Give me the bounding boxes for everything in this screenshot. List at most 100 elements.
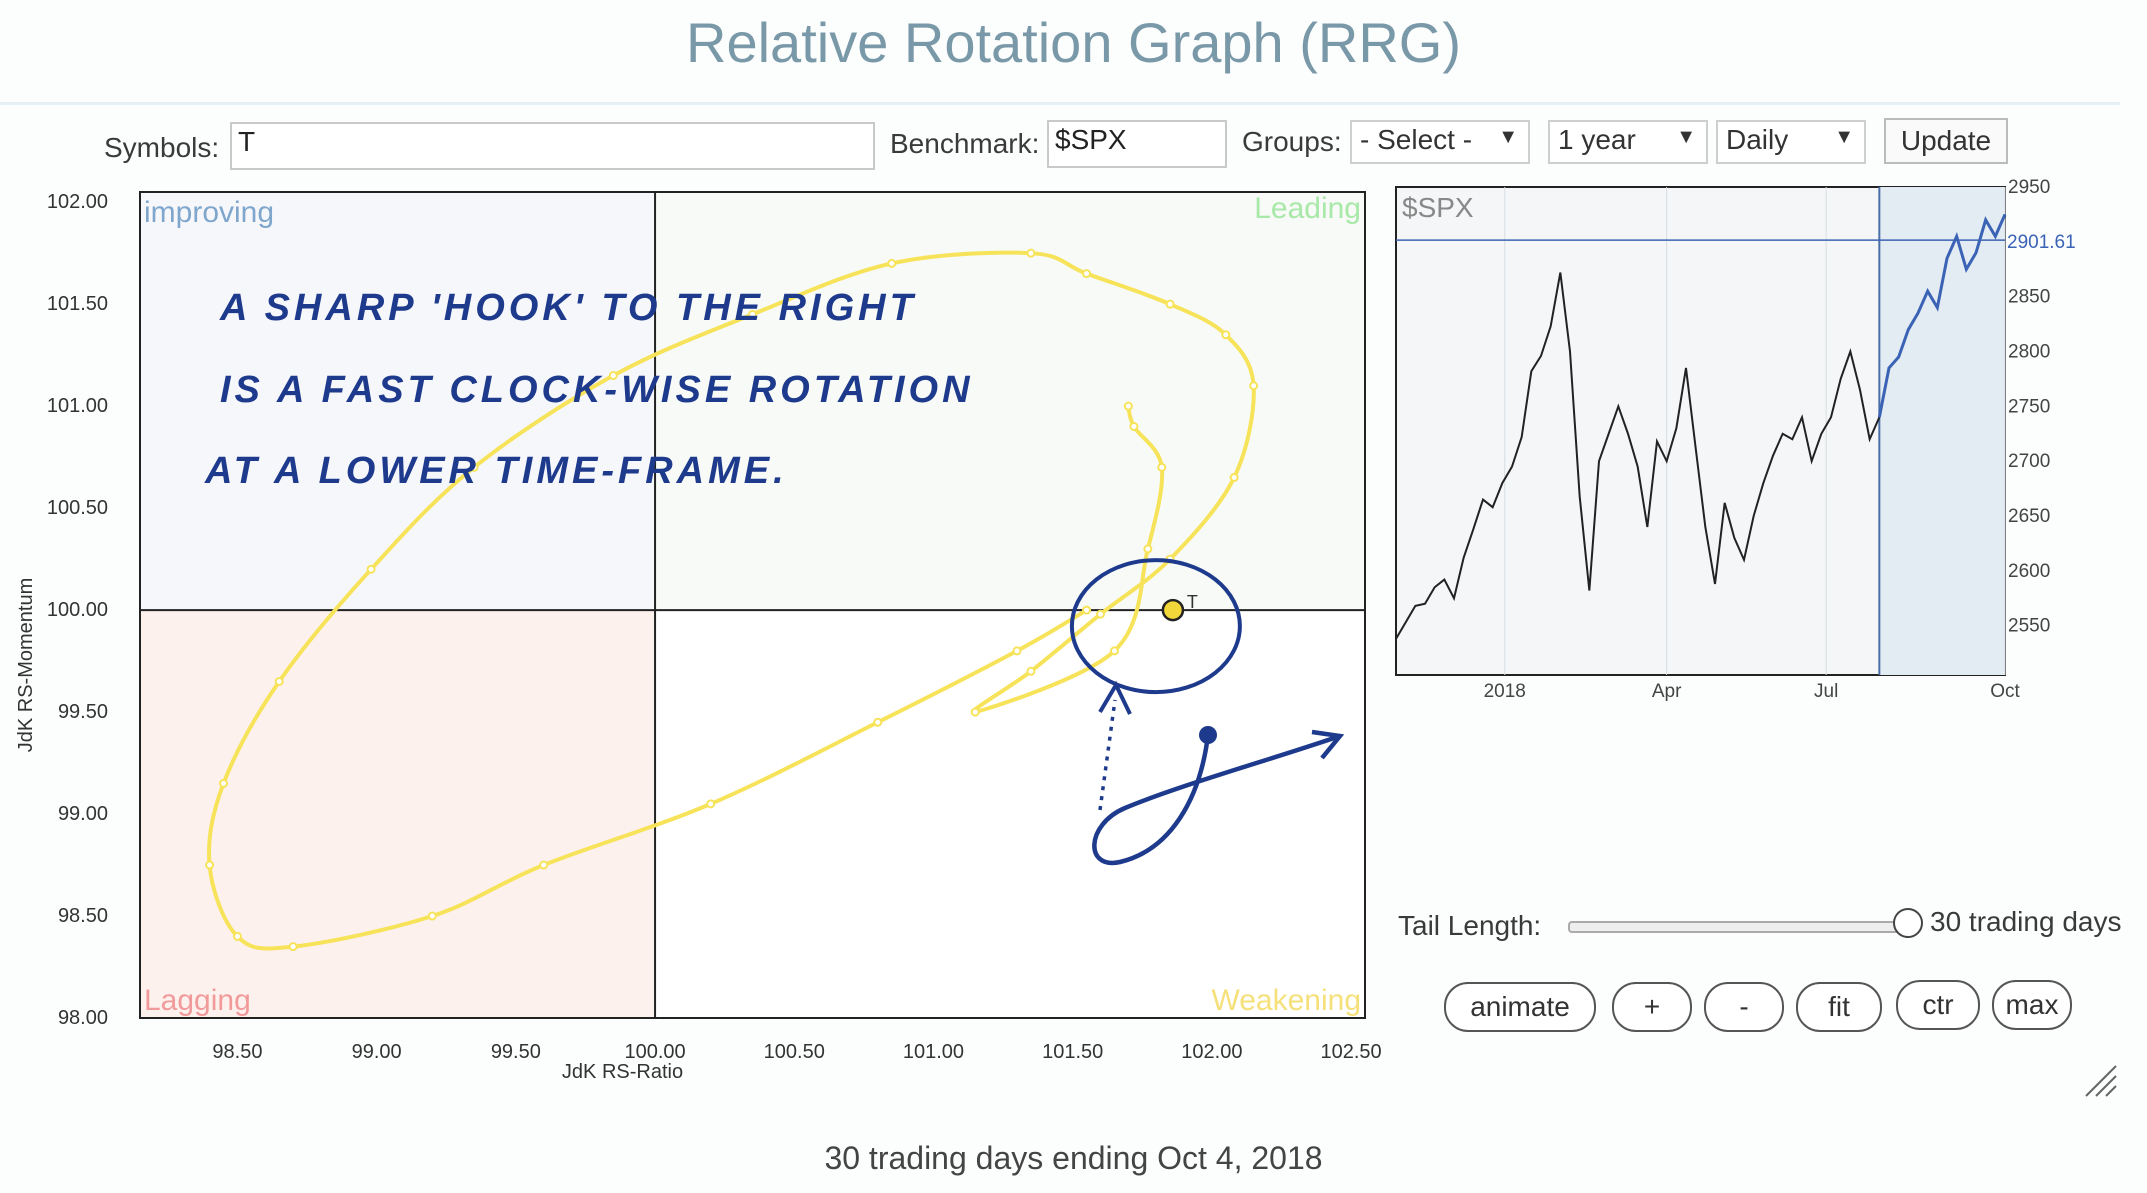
chevron-down-icon: ▼ bbox=[1834, 126, 1854, 148]
chevron-down-icon: ▼ bbox=[1676, 126, 1696, 148]
tail-point bbox=[1221, 330, 1231, 340]
update-button[interactable]: Update bbox=[1884, 118, 2008, 164]
spx-y-tick-label: 2650 bbox=[2008, 506, 2050, 527]
leading-label: Leading bbox=[1254, 192, 1361, 225]
tail-point bbox=[1157, 462, 1167, 472]
tail-point bbox=[887, 258, 897, 268]
tail-point bbox=[427, 911, 437, 921]
tail-point bbox=[706, 799, 716, 809]
groups-label: Groups: bbox=[1242, 126, 1342, 157]
annotation-line: IS A FAST CLOCK-WISE ROTATION bbox=[220, 369, 974, 411]
center-button[interactable]: ctr bbox=[1896, 980, 1980, 1030]
annotation-line: AT A LOWER TIME-FRAME. bbox=[204, 450, 788, 492]
tail-point bbox=[1123, 401, 1133, 411]
tail-point bbox=[748, 309, 757, 319]
tail-length-value: 30 trading days bbox=[1930, 906, 2122, 937]
spx-y-tick-label: 2600 bbox=[2008, 561, 2050, 582]
current-point bbox=[1161, 598, 1185, 622]
tail-point bbox=[274, 676, 284, 686]
spx-y-tick-label: 2550 bbox=[2008, 616, 2050, 637]
improving-label: improving bbox=[144, 196, 274, 229]
dotted-pointer-line bbox=[1098, 699, 1117, 811]
spx-x-tick-label: Apr bbox=[1652, 681, 1682, 702]
page-title: Relative Rotation Graph (RRG) bbox=[686, 11, 1461, 74]
rrg-chart: improving Leading Lagging Weakening 98.50 99… bbox=[15, 191, 1382, 1083]
tail-point bbox=[1012, 646, 1022, 656]
tail-point bbox=[873, 717, 883, 727]
y-tick-label: 100.50 bbox=[47, 497, 108, 519]
symbols-label: Symbols: bbox=[104, 132, 220, 163]
spx-y-tick-label: 2850 bbox=[2008, 287, 2050, 308]
tail-length-label: Tail Length: bbox=[1398, 910, 1542, 941]
tail-point bbox=[1129, 422, 1139, 432]
spx-title: $SPX bbox=[1402, 192, 1474, 223]
spx-price-line-selected bbox=[1877, 213, 2007, 418]
spx-y-tick-label: 2700 bbox=[2008, 451, 2050, 472]
zoom-in-button[interactable]: + bbox=[1612, 982, 1692, 1032]
tail-point bbox=[608, 371, 618, 381]
tail-length-slider[interactable] bbox=[1568, 921, 1912, 933]
tail-point bbox=[288, 942, 298, 952]
resize-grip-icon[interactable] bbox=[2080, 1060, 2120, 1100]
spx-x-tick-label: 2018 bbox=[1484, 681, 1526, 702]
groups-select-value: - Select - bbox=[1360, 124, 1473, 155]
benchmark-label: Benchmark: bbox=[890, 128, 1040, 159]
benchmark-input[interactable]: $SPX bbox=[1047, 120, 1227, 168]
x-tick-label: 99.50 bbox=[491, 1041, 541, 1063]
lagging-quadrant bbox=[140, 610, 656, 1018]
tail-point bbox=[1096, 609, 1106, 619]
period-select-value: 1 year bbox=[1558, 124, 1636, 155]
x-tick-label: 102.50 bbox=[1320, 1041, 1381, 1063]
hook-sketch-start bbox=[1199, 726, 1217, 744]
spx-price-line bbox=[1395, 272, 1881, 640]
frequency-select-value: Daily bbox=[1726, 124, 1789, 155]
tail-point bbox=[1109, 646, 1119, 656]
spx-last-value-label: 2901.61 bbox=[2007, 232, 2076, 253]
hook-sketch-arrowhead bbox=[1311, 729, 1345, 760]
hook-sketch-curve bbox=[1092, 733, 1341, 866]
tail-point bbox=[539, 860, 549, 870]
y-tick-label: 100.00 bbox=[47, 599, 108, 621]
spx-chart: 2018 Apr Jul Oct 2950 2850 2800 2750 2700 2650 260… bbox=[1395, 177, 2076, 702]
y-tick-label: 101.00 bbox=[47, 395, 108, 417]
y-tick-label: 102.00 bbox=[47, 191, 108, 213]
footer-caption: 30 trading days ending Oct 4, 2018 bbox=[824, 1140, 1323, 1176]
tail-point bbox=[1249, 381, 1259, 391]
max-button[interactable]: max bbox=[1992, 980, 2072, 1030]
tail-point bbox=[970, 707, 980, 717]
animate-button[interactable]: animate bbox=[1444, 982, 1596, 1032]
x-tick-label: 101.00 bbox=[903, 1041, 964, 1063]
plot-border bbox=[139, 191, 1366, 1019]
y-axis-label: JdK RS-Momentum bbox=[15, 578, 37, 753]
current-point-label: T bbox=[1187, 592, 1198, 612]
symbols-input[interactable]: T bbox=[230, 122, 875, 170]
spx-x-tick-label: Oct bbox=[1990, 681, 2020, 702]
fit-button[interactable]: fit bbox=[1796, 982, 1882, 1032]
frequency-select[interactable]: Daily ▼ bbox=[1716, 120, 1866, 164]
y-tick-label: 101.50 bbox=[47, 293, 108, 315]
zoom-out-button[interactable]: - bbox=[1704, 982, 1784, 1032]
spx-y-tick-label: 2750 bbox=[2008, 396, 2050, 417]
spx-y-tick-label: 2950 bbox=[2008, 177, 2050, 198]
groups-select[interactable]: - Select - ▼ bbox=[1350, 120, 1530, 164]
x-tick-label: 101.50 bbox=[1042, 1041, 1103, 1063]
spx-x-tick-label: Jul bbox=[1814, 681, 1838, 702]
weakening-label: Weakening bbox=[1211, 984, 1361, 1017]
tail-point bbox=[1026, 248, 1036, 258]
lagging-label: Lagging bbox=[144, 984, 251, 1017]
tail-point bbox=[366, 564, 376, 574]
annotation-line: A SHARP 'HOOK' TO THE RIGHT bbox=[219, 287, 917, 329]
y-tick-label: 99.50 bbox=[58, 701, 108, 723]
x-tick-label: 100.00 bbox=[624, 1041, 685, 1063]
hook-highlight-circle bbox=[1069, 558, 1242, 695]
period-select[interactable]: 1 year ▼ bbox=[1548, 120, 1708, 164]
weakening-quadrant bbox=[655, 610, 1365, 1018]
title-divider bbox=[0, 102, 2120, 105]
tail-point bbox=[1082, 269, 1092, 279]
tail-point bbox=[1082, 605, 1092, 615]
tail-length-handle[interactable] bbox=[1893, 908, 1923, 938]
y-tick-label: 99.00 bbox=[58, 803, 108, 825]
x-tick-label: 99.00 bbox=[352, 1041, 402, 1063]
chevron-down-icon: ▼ bbox=[1498, 126, 1518, 148]
tail-point bbox=[232, 931, 242, 941]
